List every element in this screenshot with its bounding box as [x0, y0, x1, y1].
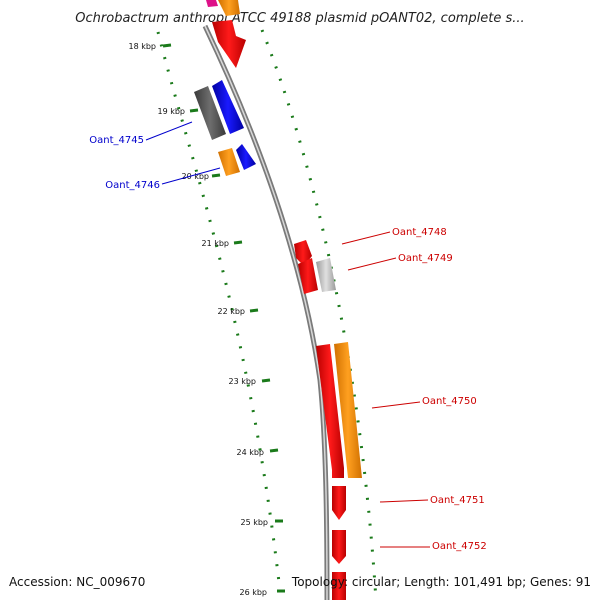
- leader-lines-left: [145, 121, 221, 185]
- tick-label-26: 26 kbp: [239, 588, 267, 597]
- tick-marks: [162, 43, 285, 593]
- tick-label-25: 25 kbp: [240, 518, 268, 527]
- leader-lines-right: [341, 231, 430, 548]
- accession-text: Accession: NC_009670: [9, 575, 145, 589]
- tick-label-21: 21 kbp: [201, 239, 229, 248]
- gene-label-oant-4748[interactable]: Oant_4748: [392, 227, 447, 238]
- tick-label-20: 20 kbp: [181, 172, 209, 181]
- map-title: Ochrobactrum anthropi ATCC 49188 plasmid…: [75, 11, 524, 26]
- gene-label-oant-4745[interactable]: Oant_4745: [89, 135, 144, 146]
- gene-oant-4750[interactable]: [316, 342, 362, 478]
- gene-label-oant-4751[interactable]: Oant_4751: [430, 495, 485, 506]
- gene-oant-4745[interactable]: [194, 80, 244, 140]
- inner-dotted-ring: [156, 31, 283, 600]
- gene-label-oant-4750[interactable]: Oant_4750: [422, 396, 477, 407]
- outer-dotted-ring: [260, 29, 378, 600]
- tick-label-23: 23 kbp: [228, 377, 256, 386]
- gene-oant-4751[interactable]: [332, 486, 346, 520]
- gene-label-oant-4752[interactable]: Oant_4752: [432, 541, 487, 552]
- tick-label-24: 24 kbp: [236, 448, 264, 457]
- tick-label-19: 19 kbp: [157, 107, 185, 116]
- gene-oant-4748[interactable]: [294, 240, 312, 266]
- summary-text: Topology: circular; Length: 101,491 bp; …: [291, 575, 591, 589]
- gene-label-oant-4746[interactable]: Oant_4746: [105, 180, 160, 191]
- gene-oant-4746[interactable]: [218, 144, 256, 176]
- gene-oant-4752[interactable]: [332, 530, 346, 600]
- gene-top-magenta[interactable]: [206, 0, 240, 16]
- gene-label-oant-4749[interactable]: Oant_4749: [398, 253, 453, 264]
- tick-label-22: 22 kbp: [217, 307, 245, 316]
- tick-label-18: 18 kbp: [128, 42, 156, 51]
- gene-oant-4749[interactable]: [298, 258, 336, 294]
- gene-top-red[interactable]: [212, 20, 246, 68]
